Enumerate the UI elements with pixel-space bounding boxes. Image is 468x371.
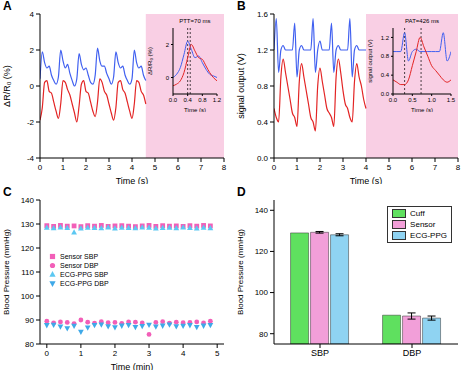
svg-text:1.2: 1.2 bbox=[381, 35, 390, 41]
svg-text:signal output (V): signal output (V) bbox=[367, 39, 373, 83]
svg-text:1.0: 1.0 bbox=[427, 97, 436, 103]
svg-text:8: 8 bbox=[222, 163, 227, 172]
svg-text:0.0: 0.0 bbox=[169, 97, 178, 103]
html-text:ECG-PPG DBP: ECG-PPG DBP bbox=[60, 280, 109, 287]
svg-text:7: 7 bbox=[433, 163, 438, 172]
html-text:Sensor SBP: Sensor SBP bbox=[60, 253, 99, 260]
svg-text:4: 4 bbox=[364, 163, 369, 172]
html-text:Sensor DBP: Sensor DBP bbox=[60, 262, 99, 269]
svg-text:2: 2 bbox=[318, 163, 323, 172]
svg-text:0: 0 bbox=[30, 82, 35, 91]
svg-text:0.4: 0.4 bbox=[381, 72, 390, 78]
svg-text:5: 5 bbox=[215, 349, 220, 358]
html-text:C: C bbox=[3, 185, 12, 199]
svg-text:120: 120 bbox=[21, 244, 35, 253]
html-text:Cuff: Cuff bbox=[410, 209, 425, 218]
svg-text:4: 4 bbox=[181, 349, 186, 358]
svg-text:0.4: 0.4 bbox=[257, 118, 269, 127]
svg-text:0.0: 0.0 bbox=[389, 97, 398, 103]
svg-text:signal output (V): signal output (V) bbox=[236, 53, 246, 119]
svg-text:Time (s): Time (s) bbox=[116, 176, 149, 184]
html-text:A: A bbox=[3, 0, 12, 13]
svg-text:0.0: 0.0 bbox=[257, 154, 269, 163]
svg-text:1.5: 1.5 bbox=[447, 97, 456, 103]
svg-text:90: 90 bbox=[25, 316, 34, 325]
svg-text:1.2: 1.2 bbox=[213, 97, 222, 103]
svg-text:0.8: 0.8 bbox=[381, 53, 390, 59]
svg-text:4: 4 bbox=[130, 163, 135, 172]
svg-text:130: 130 bbox=[21, 220, 35, 229]
svg-text:0.8: 0.8 bbox=[198, 97, 207, 103]
svg-text:0.8: 0.8 bbox=[257, 82, 269, 91]
svg-text:0.4: 0.4 bbox=[183, 97, 192, 103]
svg-text:0: 0 bbox=[38, 163, 43, 172]
html-text:PAT=426 ms: PAT=426 ms bbox=[405, 18, 439, 24]
svg-text:DBP: DBP bbox=[403, 348, 422, 358]
html-text:ECG-PPG SBP: ECG-PPG SBP bbox=[60, 271, 109, 278]
svg-text:0.5: 0.5 bbox=[408, 97, 417, 103]
svg-text:120: 120 bbox=[255, 247, 269, 256]
svg-text:5: 5 bbox=[387, 163, 392, 172]
svg-text:7: 7 bbox=[199, 163, 204, 172]
svg-text:140: 140 bbox=[255, 206, 269, 215]
html-text:D: D bbox=[237, 185, 246, 199]
svg-text:4: 4 bbox=[30, 10, 35, 19]
svg-text:Time (s): Time (s) bbox=[184, 107, 206, 112]
svg-text:80: 80 bbox=[259, 330, 268, 339]
svg-text:2: 2 bbox=[113, 349, 118, 358]
svg-text:8: 8 bbox=[456, 163, 460, 172]
html-text:ECG-PPG: ECG-PPG bbox=[410, 231, 447, 240]
svg-text:1.2: 1.2 bbox=[257, 46, 269, 55]
svg-text:0.0: 0.0 bbox=[381, 91, 390, 97]
svg-text:SBP: SBP bbox=[311, 348, 329, 358]
svg-text:0: 0 bbox=[272, 163, 277, 172]
svg-text:1: 1 bbox=[61, 163, 66, 172]
svg-text:-2: -2 bbox=[27, 118, 35, 127]
svg-text:3: 3 bbox=[147, 349, 152, 358]
svg-text:100: 100 bbox=[21, 292, 35, 301]
svg-text:-4: -4 bbox=[27, 154, 35, 163]
html-text:B: B bbox=[237, 0, 246, 13]
svg-text:110: 110 bbox=[21, 268, 34, 277]
html-text:PTT=70 ms: PTT=70 ms bbox=[179, 18, 211, 24]
svg-text:Time (min): Time (min) bbox=[111, 362, 154, 370]
svg-text:ΔR/R₀ (%): ΔR/R₀ (%) bbox=[147, 47, 153, 75]
svg-text:Time (s): Time (s) bbox=[350, 176, 383, 184]
svg-text:5: 5 bbox=[153, 163, 158, 172]
svg-text:3: 3 bbox=[341, 163, 346, 172]
svg-text:0: 0 bbox=[165, 75, 169, 81]
svg-text:ΔR/R₀ (%): ΔR/R₀ (%) bbox=[8, 65, 12, 107]
svg-text:6: 6 bbox=[410, 163, 415, 172]
svg-text:2: 2 bbox=[30, 46, 35, 55]
svg-text:80: 80 bbox=[25, 340, 34, 349]
html-text:Sensor: Sensor bbox=[410, 220, 436, 229]
svg-text:6: 6 bbox=[176, 163, 181, 172]
svg-text:100: 100 bbox=[255, 288, 269, 297]
svg-text:3: 3 bbox=[107, 163, 112, 172]
svg-text:2: 2 bbox=[84, 163, 89, 172]
svg-text:Blood Pressure (mmHg): Blood Pressure (mmHg) bbox=[8, 229, 11, 315]
svg-text:1: 1 bbox=[79, 349, 84, 358]
svg-text:Time (s): Time (s) bbox=[411, 107, 433, 112]
svg-text:Blood Pressure (mmHg): Blood Pressure (mmHg) bbox=[236, 229, 245, 315]
svg-text:1.6: 1.6 bbox=[257, 10, 269, 19]
svg-text:2: 2 bbox=[165, 42, 169, 48]
svg-text:1: 1 bbox=[295, 163, 300, 172]
svg-text:0: 0 bbox=[45, 349, 50, 358]
svg-text:140: 140 bbox=[21, 196, 35, 205]
